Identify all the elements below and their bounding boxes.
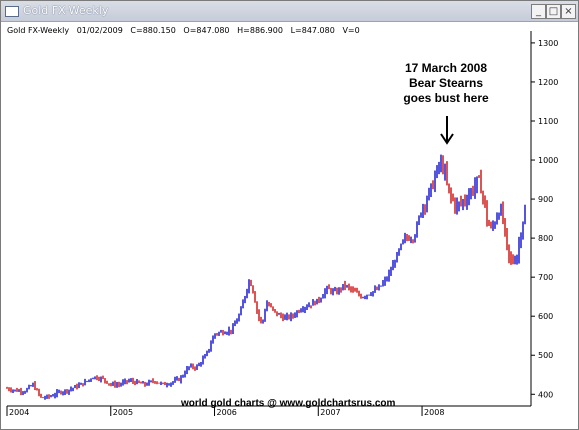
y-tick-label: 600 [538, 312, 553, 321]
x-tick-label: 2004 [9, 408, 29, 417]
y-tick-label: 400 [538, 390, 553, 399]
x-tick-label: 2008 [424, 408, 444, 417]
quote-info: Gold FX-Weekly 01/02/2009 C=880.150 O=84… [7, 26, 360, 35]
annotation-line-3: goes bust here [403, 91, 489, 105]
y-tick-label: 800 [538, 234, 553, 243]
y-tick-label: 700 [538, 273, 553, 282]
price-chart: 400 500 600 700 800 900 1000 1100 1200 1300 2004 20… [6, 31, 558, 417]
watermark-text: world gold charts @ www.goldchartsrus.co… [181, 398, 396, 409]
y-tick-label: 1200 [538, 78, 558, 87]
y-tick-label: 1100 [538, 117, 558, 126]
chart-axes: 400 500 600 700 800 900 1000 1100 1200 1300 2004 20… [6, 31, 558, 417]
maximize-button[interactable]: □ [546, 4, 561, 19]
annotation-line-1: 17 March 2008 [404, 61, 488, 75]
x-tick-label: 2007 [320, 408, 340, 417]
annotation-line-2: Bear Stearns [408, 76, 484, 90]
close-button[interactable]: × [561, 4, 576, 19]
chart-window-icon [5, 6, 19, 17]
y-tick-label: 900 [538, 195, 553, 204]
minimize-button[interactable]: _ [531, 4, 546, 19]
title-bar[interactable]: Gold FX-Weekly _ □ × [1, 1, 578, 22]
price-bars [6, 154, 526, 400]
x-tick-label: 2005 [113, 408, 133, 417]
annotation-arrow-head [440, 133, 454, 145]
x-tick-label: 2006 [217, 408, 237, 417]
window-title: Gold FX-Weekly [23, 4, 109, 17]
y-tick-label: 1000 [538, 156, 558, 165]
y-tick-label: 1300 [538, 39, 558, 48]
y-tick-label: 500 [538, 351, 553, 360]
bear-stearns-annotation: 17 March 2008 Bear Stearns goes bust her… [381, 61, 511, 106]
